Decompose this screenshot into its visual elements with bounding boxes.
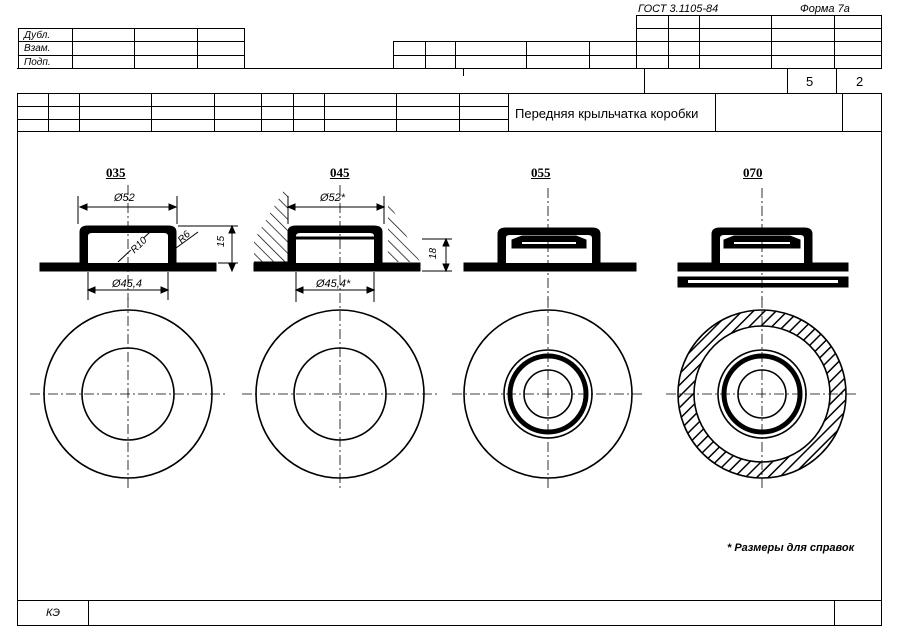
dim-045-inner: Ø45,4* — [316, 278, 351, 290]
drawing-035-caption: 035 — [106, 165, 126, 180]
dim-045-outer: Ø52* — [320, 192, 346, 204]
row-dubl: Дубл. — [24, 30, 51, 41]
drawing-070-caption: 070 — [743, 165, 763, 180]
sheet-total: 5 — [806, 74, 814, 89]
drawing-045-section — [253, 190, 452, 302]
row-vzam: Взам. — [24, 43, 51, 54]
drawing-055-section — [463, 188, 637, 300]
drawing-055-caption: 055 — [531, 165, 551, 180]
drawing-070-section — [677, 188, 849, 300]
dim-035-height: 15 — [216, 235, 228, 248]
row-podp: Подп. — [24, 57, 51, 68]
dim-035-inner: Ø45,4 — [112, 278, 142, 290]
drawing-045-caption: 045 — [330, 165, 350, 180]
dim-035-outer: Ø52 — [114, 192, 135, 204]
document-title: Передняя крыльчатка коробки — [515, 106, 699, 121]
form-label: Форма 7а — [800, 3, 850, 15]
dim-045-height: 18 — [428, 247, 440, 260]
reference-note: * Размеры для справок — [727, 542, 855, 554]
standard-label: ГОСТ 3.1105-84 — [638, 3, 719, 15]
footer-code: КЭ — [46, 607, 60, 619]
drawing-035-section — [39, 185, 238, 300]
sheet-number: 2 — [856, 74, 864, 89]
